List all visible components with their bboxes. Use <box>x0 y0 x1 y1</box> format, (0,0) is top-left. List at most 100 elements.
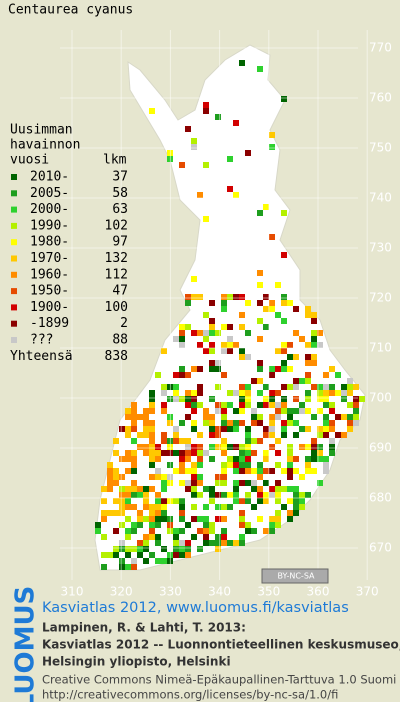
square <box>323 420 329 426</box>
legend-swatch <box>11 288 17 295</box>
legend-total: 838 <box>105 349 128 364</box>
square <box>125 414 131 420</box>
square <box>269 300 275 306</box>
square <box>221 300 227 306</box>
square <box>245 390 251 396</box>
square <box>149 420 155 426</box>
square <box>245 438 251 444</box>
square <box>119 546 125 552</box>
square <box>245 300 251 306</box>
legend-count: 63 <box>112 202 128 217</box>
square <box>281 342 287 348</box>
square <box>275 402 281 408</box>
square <box>233 498 239 504</box>
square <box>137 492 143 498</box>
square <box>317 408 323 414</box>
square <box>257 492 263 498</box>
square <box>287 414 293 420</box>
square <box>149 486 155 492</box>
square <box>125 528 131 534</box>
square <box>257 462 263 468</box>
square <box>113 450 119 456</box>
square <box>251 486 257 492</box>
square <box>287 342 293 348</box>
x-label: 350 <box>257 585 280 599</box>
square <box>125 456 131 462</box>
square <box>311 318 317 324</box>
square <box>221 450 227 456</box>
square <box>161 390 167 396</box>
square <box>107 468 113 474</box>
square <box>131 546 137 552</box>
square <box>143 540 149 546</box>
square <box>281 318 287 324</box>
square <box>257 366 263 372</box>
square <box>317 426 323 432</box>
square <box>311 336 317 342</box>
square <box>335 390 341 396</box>
square <box>185 300 191 306</box>
square <box>227 540 233 546</box>
square <box>245 444 251 450</box>
square <box>257 270 263 276</box>
square <box>233 444 239 450</box>
square <box>137 486 143 492</box>
square <box>143 486 149 492</box>
square <box>143 420 149 426</box>
square <box>203 336 209 342</box>
square <box>173 528 179 534</box>
link[interactable]: Kasviatlas 2012, www.luomus.fi/kasviatla… <box>42 600 349 616</box>
square <box>227 504 233 510</box>
square <box>125 432 131 438</box>
square <box>101 486 107 492</box>
square <box>347 414 353 420</box>
square <box>269 486 275 492</box>
square <box>209 528 215 534</box>
square <box>209 444 215 450</box>
square <box>233 480 239 486</box>
square <box>179 528 185 534</box>
square <box>227 420 233 426</box>
square <box>215 540 221 546</box>
square <box>257 420 263 426</box>
square <box>173 546 179 552</box>
square <box>131 504 137 510</box>
square <box>311 330 317 336</box>
square <box>173 396 179 402</box>
legend-heading: Uusimman <box>10 123 73 138</box>
square <box>191 468 197 474</box>
square <box>281 348 287 354</box>
square <box>143 504 149 510</box>
square <box>131 402 137 408</box>
square <box>203 216 209 222</box>
square <box>215 402 221 408</box>
square <box>263 402 269 408</box>
legend-swatch <box>11 320 17 327</box>
square <box>281 486 287 492</box>
square <box>239 456 245 462</box>
legend-label: 2000- <box>30 202 69 217</box>
license-url[interactable]: http://creativecommons.org/licenses/by-n… <box>42 688 338 702</box>
square <box>293 432 299 438</box>
square <box>221 468 227 474</box>
square <box>293 468 299 474</box>
legend-count: 37 <box>112 170 128 185</box>
square <box>299 378 305 384</box>
square <box>149 534 155 540</box>
square <box>185 438 191 444</box>
square <box>311 342 317 348</box>
square <box>131 558 137 564</box>
legend-count: 88 <box>112 333 128 348</box>
square <box>209 456 215 462</box>
square <box>191 144 197 150</box>
square <box>125 468 131 474</box>
square <box>329 420 335 426</box>
square <box>257 414 263 420</box>
x-label: 330 <box>159 585 182 599</box>
legend-count: 100 <box>105 300 128 315</box>
square <box>197 402 203 408</box>
square <box>179 516 185 522</box>
square <box>239 522 245 528</box>
square <box>173 432 179 438</box>
square <box>197 390 203 396</box>
